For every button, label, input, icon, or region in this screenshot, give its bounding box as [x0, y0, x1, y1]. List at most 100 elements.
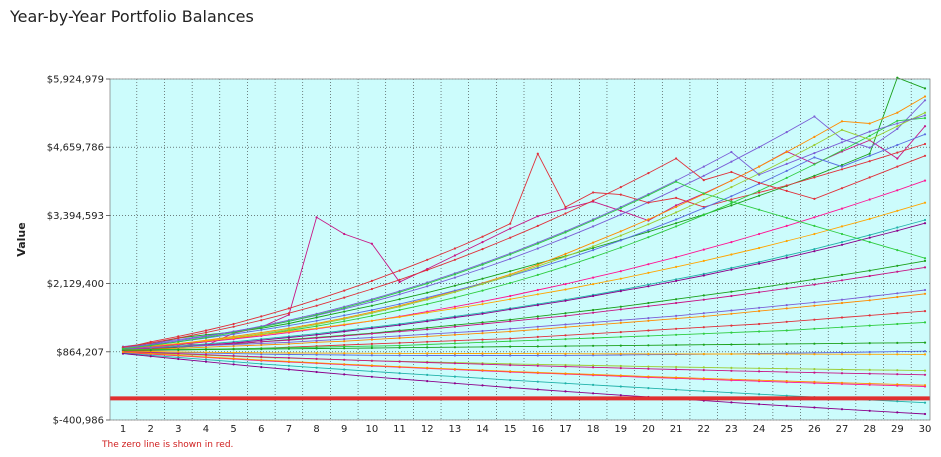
- x-tick-label: 12: [421, 424, 434, 435]
- data-point: [840, 243, 844, 246]
- data-point: [813, 283, 816, 286]
- data-point: [287, 339, 290, 342]
- data-point: [785, 329, 788, 332]
- data-point: [481, 338, 484, 341]
- data-point: [564, 236, 567, 239]
- series-line: [122, 181, 926, 350]
- data-point: [370, 359, 373, 362]
- y-tick-label: $2,129,400: [47, 279, 104, 290]
- data-point: [592, 283, 595, 286]
- data-point: [730, 268, 733, 271]
- data-point: [647, 365, 650, 368]
- data-point: [868, 152, 871, 155]
- data-point: [840, 316, 844, 319]
- data-point: [758, 343, 761, 346]
- data-point: [785, 353, 788, 356]
- data-point: [564, 352, 567, 355]
- data-point: [453, 247, 456, 250]
- data-point: [923, 292, 927, 295]
- x-tick-label: 25: [780, 424, 793, 435]
- data-point: [592, 383, 595, 386]
- data-point: [370, 312, 373, 315]
- data-point: [868, 269, 871, 272]
- data-point: [453, 324, 456, 327]
- data-point: [260, 326, 263, 329]
- data-point: [260, 328, 263, 331]
- data-point: [426, 269, 429, 272]
- data-point: [287, 312, 290, 315]
- data-point: [868, 372, 871, 375]
- data-point: [426, 328, 429, 331]
- data-point: [923, 133, 927, 136]
- data-point: [481, 235, 484, 238]
- data-point: [370, 338, 373, 341]
- data-point: [619, 186, 622, 189]
- data-point: [536, 328, 539, 331]
- data-point: [453, 346, 456, 349]
- data-point: [758, 191, 761, 194]
- data-point: [619, 239, 622, 242]
- x-tick-label: 7: [286, 424, 292, 435]
- series-line: [122, 266, 926, 350]
- data-point: [785, 367, 788, 370]
- data-point: [923, 99, 927, 102]
- data-point: [509, 257, 512, 260]
- data-point: [840, 138, 844, 141]
- data-point: [675, 279, 678, 282]
- data-point: [287, 322, 290, 325]
- data-point: [758, 306, 761, 309]
- series-line: [122, 180, 926, 350]
- data-point: [592, 241, 595, 244]
- data-point: [287, 313, 290, 316]
- data-point: [675, 327, 678, 330]
- data-point: [730, 366, 733, 369]
- data-point: [702, 298, 705, 301]
- series-line: [122, 96, 926, 350]
- data-point: [343, 314, 346, 317]
- data-point: [149, 349, 152, 352]
- data-point: [758, 379, 761, 382]
- data-point: [453, 342, 456, 345]
- data-point: [370, 332, 373, 335]
- data-point: [177, 350, 180, 354]
- data-point: [343, 368, 346, 371]
- data-point: [758, 173, 761, 176]
- data-point: [647, 285, 650, 288]
- data-point: [868, 299, 871, 302]
- data-point: [647, 194, 650, 197]
- data-point: [536, 364, 539, 367]
- data-point: [840, 149, 844, 152]
- data-point: [509, 345, 512, 348]
- data-point: [619, 193, 622, 196]
- data-point: [730, 150, 733, 154]
- data-point: [675, 222, 678, 225]
- data-point: [564, 345, 567, 348]
- data-point: [896, 353, 899, 356]
- data-point: [481, 267, 484, 270]
- data-point: [564, 258, 567, 261]
- data-point: [868, 314, 871, 317]
- data-point: [813, 135, 816, 138]
- data-point: [896, 249, 899, 252]
- data-point: [923, 384, 927, 387]
- series-line: [122, 351, 926, 372]
- data-point: [675, 352, 678, 355]
- data-point: [785, 404, 788, 407]
- series-line: [122, 202, 926, 349]
- data-point: [564, 334, 567, 337]
- data-point: [702, 366, 705, 369]
- data-point: [343, 345, 346, 348]
- y-tick-label: $864,207: [56, 347, 104, 358]
- data-point: [647, 329, 650, 332]
- data-point: [813, 353, 816, 356]
- data-point: [702, 198, 705, 202]
- data-point: [592, 332, 595, 335]
- data-point: [536, 293, 539, 296]
- data-point: [592, 199, 595, 202]
- data-point: [370, 375, 373, 378]
- data-point: [647, 387, 650, 390]
- data-point: [675, 211, 678, 214]
- data-point: [592, 336, 595, 340]
- x-tick-label: 20: [642, 424, 655, 435]
- data-point: [702, 332, 705, 335]
